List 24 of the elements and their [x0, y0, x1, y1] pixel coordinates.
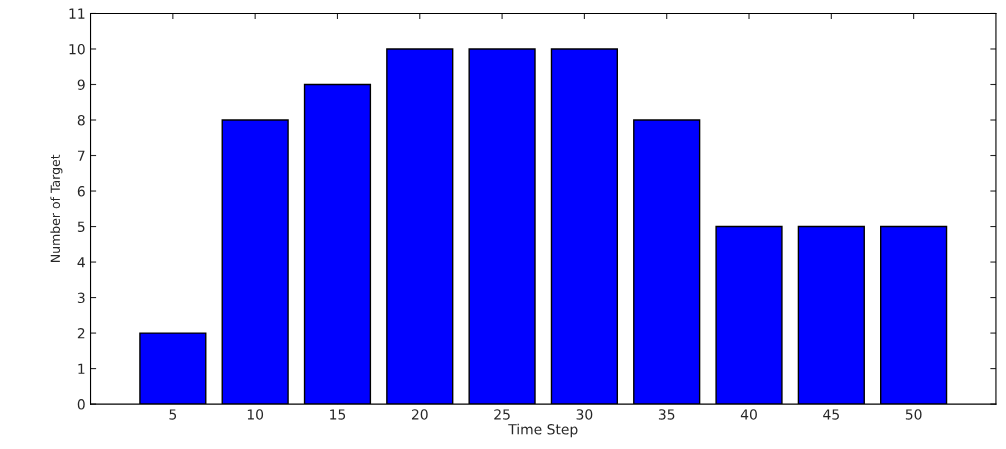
y-tick-label: 8 — [77, 114, 85, 126]
x-tick-label: 5 — [169, 409, 177, 420]
y-tick-label: 0 — [77, 399, 85, 410]
y-axis-title: Number of Target — [50, 154, 63, 262]
y-tick-label: 11 — [69, 8, 85, 19]
y-tick-label: 5 — [77, 221, 85, 233]
y-tick-label: 4 — [77, 257, 85, 268]
x-tick-label: 50 — [905, 409, 922, 420]
y-tick-label: 3 — [77, 292, 85, 304]
y-tick-label: 10 — [69, 43, 85, 55]
y-tick-label: 6 — [77, 186, 85, 197]
x-tick-label: 10 — [247, 409, 264, 420]
y-tick-label: 2 — [77, 328, 85, 339]
x-tick-label: 20 — [411, 409, 428, 420]
x-tick-label: 15 — [330, 409, 346, 420]
x-tick-label: 45 — [823, 409, 839, 420]
y-tick-label: 7 — [77, 150, 85, 161]
y-tick-label: 1 — [78, 363, 85, 374]
x-axis-title: Time Step — [508, 423, 578, 438]
x-tick-label: 25 — [494, 409, 510, 420]
x-tick-label: 35 — [658, 409, 675, 420]
y-tick-label: 9 — [77, 79, 85, 90]
x-tick-label: 30 — [576, 409, 593, 420]
x-tick-label: 40 — [740, 409, 757, 420]
